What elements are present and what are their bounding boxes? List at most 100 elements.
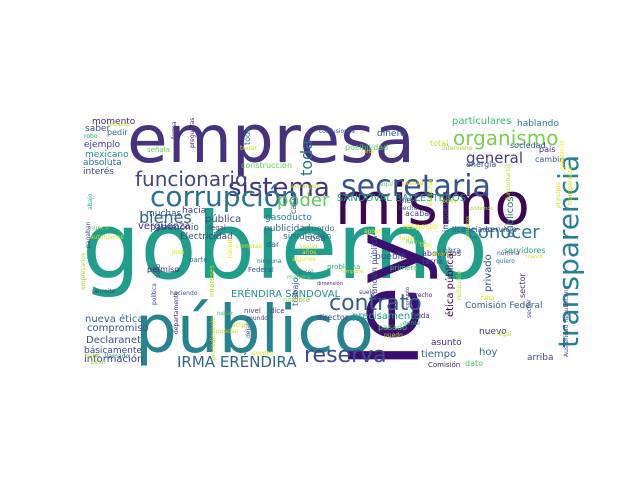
cloud-word: puedo	[384, 332, 403, 339]
cloud-word: contrato	[329, 291, 422, 316]
cloud-word: funcionario	[135, 167, 247, 191]
cloud-word: parte	[189, 256, 208, 264]
cloud-word: público	[135, 291, 374, 368]
cloud-word: llamado	[105, 353, 129, 360]
cloud-word: manos	[526, 254, 543, 260]
cloud-word: robo	[84, 133, 98, 140]
cloud-word: empresarios	[80, 253, 87, 290]
cloud-word: transparencia	[552, 155, 585, 348]
cloud-word: obra	[443, 246, 461, 255]
cloud-word: sistema	[228, 173, 330, 203]
cloud-word: nómina	[497, 250, 520, 257]
cloud-word: pagaban	[85, 222, 92, 248]
cloud-word: posibilidad	[345, 143, 388, 152]
cloud-word: permite	[92, 288, 116, 295]
cloud-word: reducción	[456, 270, 463, 300]
cloud-word: IRMA ERÉNDIRA	[177, 352, 297, 371]
cloud-word: cárcel	[295, 269, 313, 276]
cloud-word: manera	[287, 274, 310, 281]
cloud-word: dimensión	[317, 280, 343, 287]
cloud-word: debe	[85, 353, 100, 360]
cloud-word: arriba	[527, 353, 554, 363]
cloud-word: bien	[399, 196, 416, 205]
cloud-word: actos	[232, 322, 248, 329]
cloud-word: falta	[481, 295, 495, 302]
cloud-word: pueblo	[375, 252, 406, 262]
cloud-word: lugar	[400, 235, 416, 242]
cloud-word: problema	[327, 263, 360, 271]
cloud-word: funcionarios	[505, 163, 512, 200]
cloud-word: bienes	[139, 208, 192, 227]
cloud-word: Austeridad Republicana	[563, 285, 570, 357]
cloud-word: empresa	[127, 101, 415, 178]
cloud-word: confusiones	[319, 128, 355, 135]
cloud-word: impuesto	[441, 195, 450, 232]
cloud-word: todos	[440, 198, 457, 205]
cloud-word: señala	[147, 146, 170, 154]
cloud-word: secretaria	[341, 169, 491, 204]
cloud-word: ERÉNDIRA SANDOVAL	[231, 287, 341, 300]
cloud-word: gasoducto	[265, 213, 312, 223]
cloud-word: trabajo	[291, 277, 300, 306]
cloud-word: asunto	[431, 338, 462, 348]
cloud-word: compromiso	[87, 323, 149, 334]
cloud-word: quiero	[496, 258, 515, 265]
cloud-word: nueva ética	[85, 313, 144, 325]
cloud-word: publicidad	[264, 224, 311, 234]
cloud-word: director	[317, 313, 349, 322]
cloud-word: simulación	[283, 231, 331, 242]
cloud-word: aquí	[380, 181, 393, 188]
cloud-word: mismo	[335, 170, 530, 238]
cloud-word: SANDOVAL BALLESTEROS	[337, 193, 466, 204]
cloud-word: haciendo	[170, 290, 198, 297]
cloud-word: dejar	[245, 322, 252, 338]
cloud-word: apoyo	[364, 228, 383, 235]
cloud-word: vergüenza	[138, 221, 191, 232]
cloud-word: nunca	[90, 225, 109, 232]
cloud-word: hecho	[399, 205, 418, 212]
cloud-word: país	[539, 145, 555, 154]
cloud-word: temporal	[341, 269, 364, 275]
cloud-word: pedir	[107, 128, 128, 137]
cloud-word: Función pública	[369, 235, 379, 298]
cloud-word: sector	[518, 272, 527, 298]
cloud-word: principio	[555, 182, 562, 208]
cloud-word: interviene	[442, 145, 473, 152]
cloud-word: organismo	[453, 126, 558, 150]
cloud-word: patrimonio	[150, 223, 199, 233]
cloud-word: ejemplo	[84, 140, 121, 150]
cloud-word: interés	[83, 166, 114, 177]
cloud-word: total	[430, 139, 448, 148]
cloud-word: tiempo	[421, 349, 456, 360]
cloud-word: algunos	[292, 256, 316, 263]
cloud-word: hablar	[217, 311, 234, 317]
cloud-word: prensa	[403, 180, 424, 187]
cloud-word: sólo	[154, 264, 162, 278]
cloud-word: forma	[171, 121, 178, 139]
cloud-word: Comisión	[428, 361, 460, 369]
cloud-word: tratar	[240, 145, 258, 152]
cloud-word: terna	[422, 257, 443, 266]
cloud-word: sociedad	[510, 141, 546, 150]
cloud-word: Electricidad	[180, 232, 233, 242]
cloud-word: escuchar	[427, 178, 434, 206]
cloud-word: servidores	[504, 246, 546, 255]
cloud-word: verdad	[300, 244, 317, 250]
cloud-word: sector	[526, 299, 533, 318]
cloud-word: hacia	[182, 206, 206, 216]
cloud-word: energía	[466, 160, 496, 169]
cloud-word: ninguna	[257, 258, 282, 265]
cloud-word: ética pública	[444, 253, 456, 317]
cloud-word: caso	[289, 196, 298, 214]
cloud-word: hemos	[406, 239, 426, 246]
cloud-word: gente	[403, 320, 421, 327]
cloud-word: dar	[266, 240, 280, 249]
cloud-word: nuevo	[479, 327, 507, 337]
cloud-word: dato	[465, 359, 483, 368]
cloud-word: básicamente	[84, 346, 142, 356]
cloud-word: cerca	[361, 149, 375, 155]
cloud-word: mundo	[247, 315, 268, 322]
cloud-word: ilegal	[207, 224, 226, 232]
